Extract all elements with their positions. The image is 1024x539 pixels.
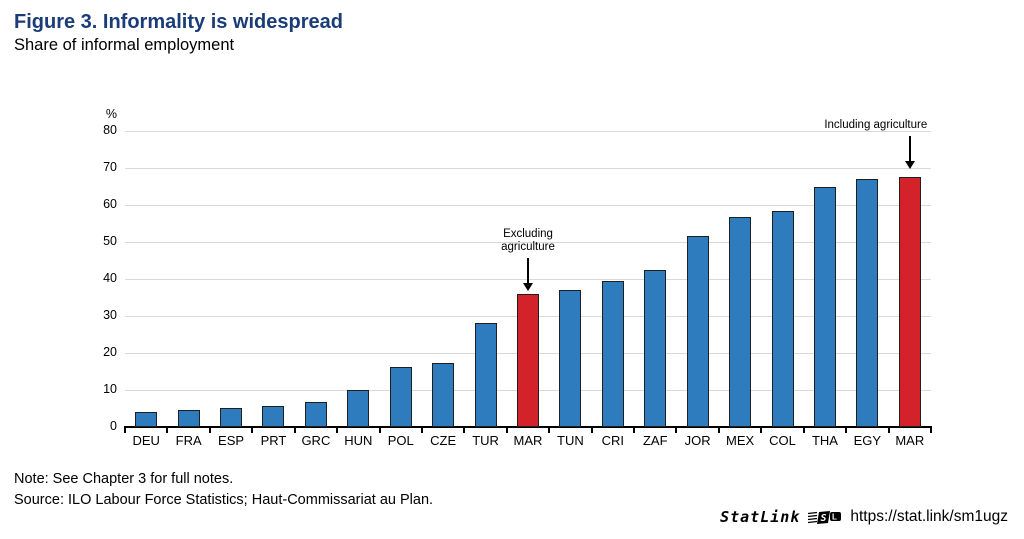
bar-EGY bbox=[856, 179, 879, 427]
x-tick-label-MAR: MAR bbox=[513, 433, 543, 448]
x-tick-label-DEU: DEU bbox=[132, 433, 160, 448]
axis-tick bbox=[293, 428, 296, 433]
x-tick-label-GRC: GRC bbox=[301, 433, 331, 448]
x-tick-label-PRT: PRT bbox=[260, 433, 287, 448]
annotation-including-agriculture: Including agriculture bbox=[824, 119, 928, 131]
x-tick-label-ZAF: ZAF bbox=[642, 433, 668, 448]
note-text: Note: See Chapter 3 for full notes. bbox=[14, 471, 234, 487]
axis-tick bbox=[420, 428, 423, 433]
x-tick-label-COL: COL bbox=[769, 433, 796, 448]
bar-HUN bbox=[347, 389, 370, 427]
axis-tick bbox=[505, 428, 508, 433]
axis-tick bbox=[166, 428, 169, 433]
annotation-arrow-line bbox=[527, 258, 529, 283]
bar-COL bbox=[771, 210, 794, 427]
axis-tick bbox=[336, 428, 339, 433]
figure-title: Figure 3. Informality is widespread bbox=[14, 11, 343, 33]
axis-tick bbox=[845, 428, 848, 433]
statlink-row: StatLink S L https://stat.link/sm1ugz bbox=[720, 508, 1008, 526]
axis-tick bbox=[717, 428, 720, 433]
bar-MAR bbox=[517, 293, 539, 427]
axis-tick bbox=[548, 428, 551, 433]
statlink-icon: S L bbox=[808, 511, 842, 524]
axis-tick bbox=[887, 428, 890, 433]
y-tick-label-0: 0 bbox=[110, 419, 117, 433]
informality-bar-chart: % 0 10 20 30 40 50 60 70 80 DEU FRA ESP PRT GRC HUN POL… bbox=[103, 107, 932, 448]
axis-tick bbox=[760, 428, 763, 433]
x-tick-label-TUR: TUR bbox=[472, 433, 499, 448]
x-tick-label-ESP: ESP bbox=[218, 433, 245, 448]
y-tick-label-40: 40 bbox=[103, 271, 117, 285]
x-tick-label-JOR: JOR bbox=[684, 433, 711, 448]
y-tick-label-50: 50 bbox=[103, 234, 117, 248]
bar-ZAF bbox=[644, 270, 667, 427]
statlink-label: StatLink bbox=[720, 508, 801, 526]
gridline-80 bbox=[125, 131, 931, 132]
x-tick-label-THA: THA bbox=[811, 433, 838, 448]
bar-POL bbox=[389, 367, 412, 427]
annotation-excluding-agriculture: Excluding agriculture bbox=[501, 228, 555, 253]
axis-tick bbox=[251, 428, 254, 433]
y-tick-label-80: 80 bbox=[103, 123, 117, 137]
y-axis-unit-label: % bbox=[105, 107, 117, 121]
x-tick-label-EGY: EGY bbox=[853, 433, 882, 448]
source-text: Source: ILO Labour Force Statistics; Hau… bbox=[14, 492, 434, 508]
axis-tick bbox=[378, 428, 381, 433]
y-tick-label-60: 60 bbox=[103, 197, 117, 211]
y-tick-label-70: 70 bbox=[103, 160, 117, 174]
bar-CZE bbox=[432, 363, 455, 427]
annotation-arrow-head bbox=[523, 282, 533, 291]
figure-subtitle: Share of informal employment bbox=[14, 36, 235, 54]
gridline-70 bbox=[125, 168, 931, 169]
x-tick-label-CZE: CZE bbox=[430, 433, 457, 448]
bar-MAR bbox=[898, 176, 921, 427]
y-tick-label-30: 30 bbox=[103, 308, 117, 322]
annotation-arrow-head bbox=[904, 160, 915, 169]
x-tick-label-CRI: CRI bbox=[601, 433, 625, 448]
bar-MEX bbox=[729, 217, 752, 427]
axis-tick bbox=[208, 428, 211, 433]
axis-tick bbox=[463, 428, 466, 433]
axis-tick bbox=[930, 428, 932, 433]
axis-tick bbox=[633, 428, 636, 433]
x-axis-baseline bbox=[124, 426, 932, 428]
gridline-50 bbox=[125, 242, 931, 243]
bar-JOR bbox=[686, 235, 709, 427]
x-tick-label-MAR: MAR bbox=[895, 433, 925, 448]
bar-DEU bbox=[135, 411, 158, 427]
gridline-60 bbox=[125, 205, 931, 206]
x-tick-label-FRA: FRA bbox=[175, 433, 202, 448]
x-tick-label-POL: POL bbox=[387, 433, 414, 448]
svg-text:S: S bbox=[821, 513, 827, 524]
bar-TUN bbox=[559, 290, 582, 427]
bar-ESP bbox=[220, 407, 243, 427]
axis-tick bbox=[124, 428, 126, 433]
svg-text:L: L bbox=[832, 513, 837, 522]
annotation-arrow-line bbox=[908, 136, 911, 161]
x-tick-label-TUN: TUN bbox=[557, 433, 584, 448]
axis-tick bbox=[590, 428, 593, 433]
x-tick-label-MEX: MEX bbox=[726, 433, 755, 448]
bar-THA bbox=[813, 186, 836, 427]
y-tick-label-20: 20 bbox=[103, 345, 117, 359]
bar-FRA bbox=[177, 409, 200, 427]
bar-PRT bbox=[262, 405, 285, 427]
bar-GRC bbox=[304, 401, 327, 427]
bar-CRI bbox=[601, 281, 624, 427]
axis-tick bbox=[802, 428, 805, 433]
x-tick-label-HUN: HUN bbox=[344, 433, 373, 448]
y-tick-label-10: 10 bbox=[103, 382, 117, 396]
bar-TUR bbox=[474, 323, 497, 427]
axis-tick bbox=[675, 428, 678, 433]
statlink-url[interactable]: https://stat.link/sm1ugz bbox=[850, 508, 1008, 525]
